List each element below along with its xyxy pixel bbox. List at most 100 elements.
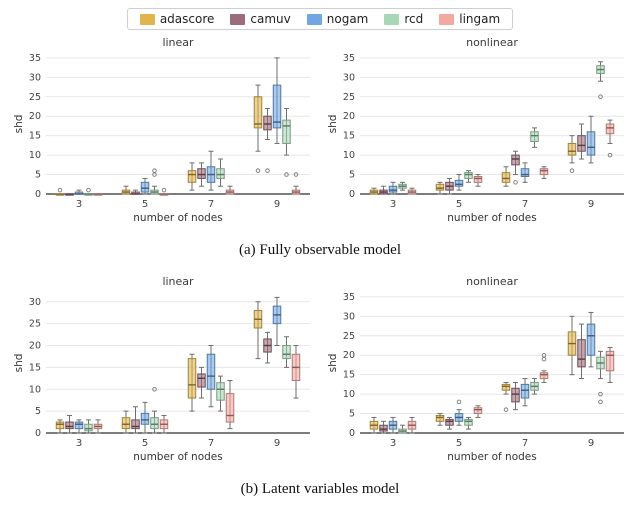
outlier-lingam xyxy=(293,172,299,177)
box-adascore-7 xyxy=(187,162,197,191)
box-rcd-5 xyxy=(464,416,473,430)
svg-text:5: 5 xyxy=(35,170,41,181)
svg-text:5: 5 xyxy=(142,199,148,210)
svg-text:linear: linear xyxy=(162,275,194,288)
outlier-rcd xyxy=(598,94,603,100)
legend-item-nogam: nogam xyxy=(306,12,369,26)
box-camuv-7 xyxy=(197,162,206,187)
box-camuv-9 xyxy=(263,331,272,364)
svg-text:5: 5 xyxy=(349,170,355,181)
box-nogam-7 xyxy=(206,345,216,408)
legend-swatch-adascore xyxy=(139,13,155,25)
legend-swatch-nogam xyxy=(306,13,322,25)
box-camuv-9 xyxy=(577,123,586,160)
svg-text:number of nodes: number of nodes xyxy=(447,451,536,463)
svg-text:15: 15 xyxy=(343,131,355,142)
svg-text:30: 30 xyxy=(29,297,41,308)
legend-label: camuv xyxy=(250,12,291,26)
svg-text:5: 5 xyxy=(349,409,355,420)
legend-swatch-lingam xyxy=(439,13,455,25)
box-rcd-5 xyxy=(464,170,473,183)
box-adascore-5 xyxy=(435,413,445,426)
box-nogam-9 xyxy=(272,296,282,346)
legend-item-lingam: lingam xyxy=(439,12,500,26)
legend-item-camuv: camuv xyxy=(230,12,291,26)
box-camuv-3 xyxy=(65,415,74,434)
legend-swatch-rcd xyxy=(384,13,400,25)
outlier-rcd xyxy=(598,391,603,397)
svg-text:10: 10 xyxy=(29,150,41,161)
box-camuv-7 xyxy=(511,381,520,411)
box-lingam-9 xyxy=(291,185,301,195)
svg-text:25: 25 xyxy=(343,331,355,342)
box-camuv-7 xyxy=(197,366,206,399)
svg-text:35: 35 xyxy=(343,53,355,64)
box-rcd-3 xyxy=(398,181,407,191)
svg-text:number of nodes: number of nodes xyxy=(133,212,222,224)
box-adascore-7 xyxy=(501,166,511,187)
svg-text:shd: shd xyxy=(327,354,339,373)
svg-text:10: 10 xyxy=(29,384,41,395)
box-lingam-5 xyxy=(159,193,169,196)
box-camuv-5 xyxy=(131,406,140,434)
box-adascore-5 xyxy=(121,410,131,434)
box-camuv-3 xyxy=(379,420,388,434)
svg-text:30: 30 xyxy=(343,311,355,322)
svg-text:7: 7 xyxy=(208,438,214,449)
box-adascore-3 xyxy=(369,416,379,434)
box-nogam-7 xyxy=(520,162,530,183)
caption-a: (a) Fully observable model xyxy=(238,242,402,258)
outlier-adascore xyxy=(57,187,63,193)
box-nogam-3 xyxy=(74,419,84,434)
outlier-adascore xyxy=(569,168,575,173)
box-nogam-5 xyxy=(140,401,150,434)
box-rcd-5 xyxy=(150,185,159,195)
box-nogam-5 xyxy=(454,409,464,426)
caption-b: (b) Latent variables model xyxy=(240,481,400,497)
legend-label: nogam xyxy=(326,12,369,26)
box-adascore-5 xyxy=(121,185,131,195)
outlier-lingam xyxy=(607,152,613,158)
svg-text:shd: shd xyxy=(327,115,339,134)
svg-text:20: 20 xyxy=(343,111,355,122)
svg-text:0: 0 xyxy=(35,428,41,439)
box-lingam-5 xyxy=(159,415,169,434)
outlier-lingam xyxy=(161,187,167,193)
box-nogam-7 xyxy=(206,150,216,191)
svg-text:5: 5 xyxy=(456,199,462,210)
svg-text:9: 9 xyxy=(588,438,594,449)
box-camuv-3 xyxy=(65,193,74,196)
svg-text:shd: shd xyxy=(13,115,25,134)
outlier-adascore xyxy=(503,407,509,412)
svg-text:5: 5 xyxy=(35,406,41,417)
box-lingam-5 xyxy=(473,174,483,187)
outlier-rcd xyxy=(152,386,157,392)
box-lingam-3 xyxy=(93,193,103,196)
box-adascore-9 xyxy=(253,301,263,360)
box-rcd-3 xyxy=(398,424,407,434)
box-nogam-3 xyxy=(388,181,398,195)
svg-text:35: 35 xyxy=(29,53,41,64)
boxplot-panel-b-linear: 0 5 10 15 20 25 30 linear shd 3 5 7 9 number of nodes xyxy=(13,275,310,463)
box-adascore-3 xyxy=(55,419,65,434)
box-lingam-9 xyxy=(605,346,615,383)
svg-text:15: 15 xyxy=(29,131,41,142)
box-camuv-7 xyxy=(511,150,520,176)
svg-text:0: 0 xyxy=(349,428,355,439)
svg-text:20: 20 xyxy=(29,341,41,352)
box-camuv-5 xyxy=(445,177,454,195)
svg-text:15: 15 xyxy=(29,362,41,373)
box-camuv-3 xyxy=(379,185,388,195)
svg-text:20: 20 xyxy=(29,111,41,122)
box-adascore-7 xyxy=(501,381,511,395)
box-adascore-3 xyxy=(55,193,65,196)
svg-text:7: 7 xyxy=(522,438,528,449)
svg-text:3: 3 xyxy=(76,199,82,210)
panel-row-b: 0 5 10 15 20 25 30 linear shd 3 5 7 9 number of nodes… xyxy=(0,273,640,469)
box-lingam-9 xyxy=(605,119,615,144)
box-nogam-3 xyxy=(388,416,398,434)
box-lingam-7 xyxy=(225,380,235,430)
svg-text:7: 7 xyxy=(522,199,528,210)
